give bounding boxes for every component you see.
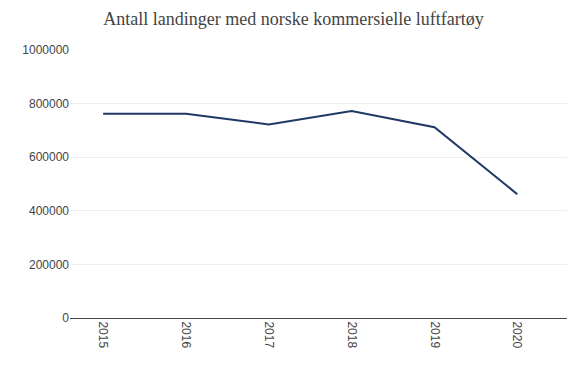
svg-text:400000: 400000 (29, 204, 69, 218)
svg-text:2019: 2019 (428, 321, 442, 348)
svg-text:2015: 2015 (96, 321, 110, 348)
svg-text:0: 0 (62, 311, 69, 325)
svg-text:600000: 600000 (29, 150, 69, 164)
svg-text:1000000: 1000000 (22, 43, 69, 57)
svg-text:200000: 200000 (29, 258, 69, 272)
svg-text:Antall landinger med norske ko: Antall landinger med norske kommersielle… (103, 9, 483, 29)
svg-text:2016: 2016 (179, 321, 193, 348)
svg-text:800000: 800000 (29, 97, 69, 111)
svg-text:2020: 2020 (510, 321, 524, 348)
svg-text:2018: 2018 (345, 321, 359, 348)
svg-text:2017: 2017 (262, 321, 276, 348)
